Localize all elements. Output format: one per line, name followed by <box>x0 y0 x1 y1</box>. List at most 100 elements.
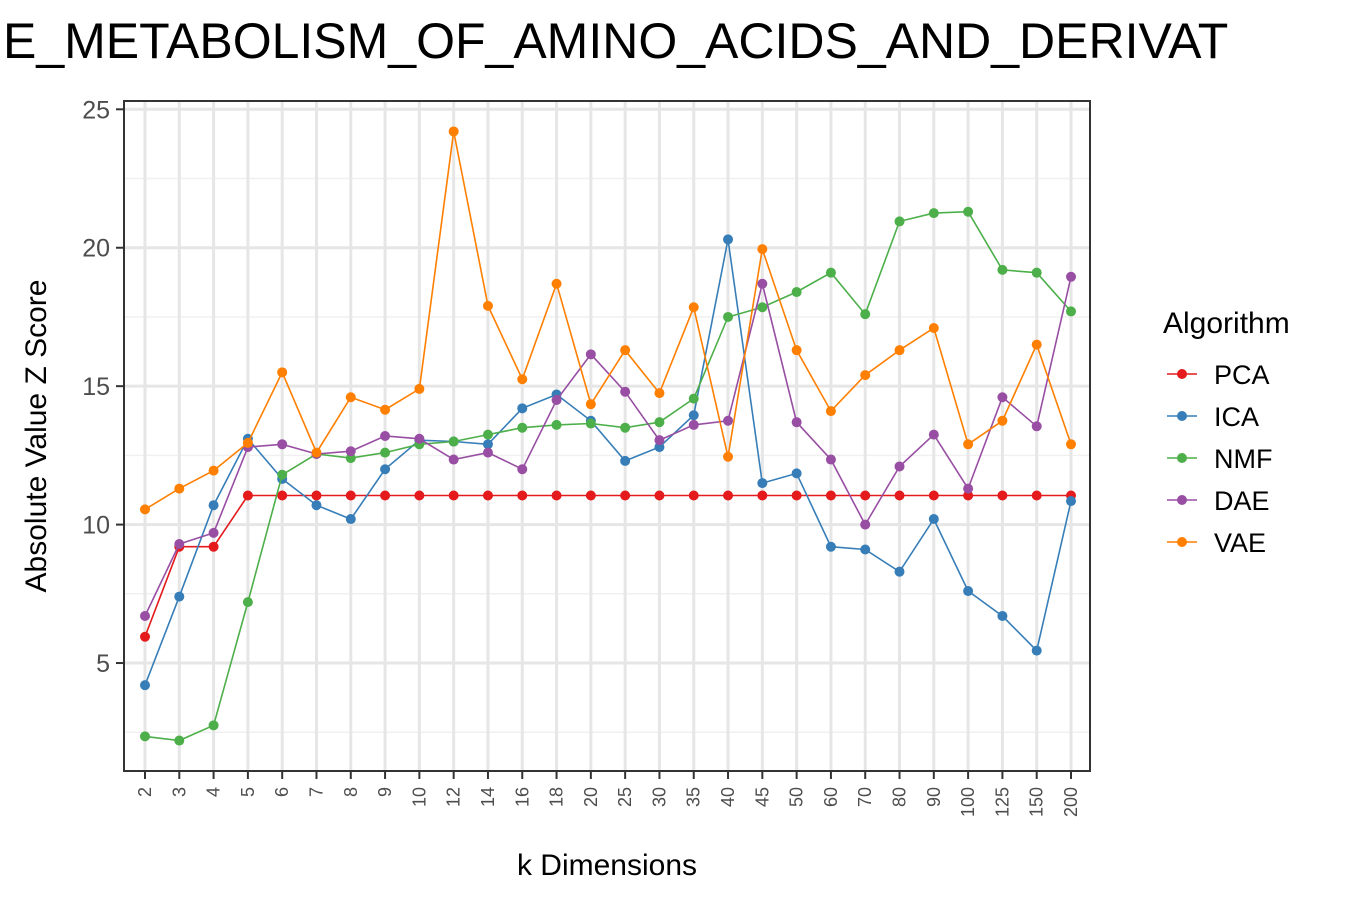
data-point-nmf <box>242 597 253 608</box>
data-point-dae <box>414 433 425 444</box>
x-tick-label: 3 <box>169 787 189 797</box>
data-point-ica <box>723 234 734 245</box>
legend-item-dae: DAE <box>1167 486 1270 516</box>
data-point-vae <box>688 302 699 313</box>
legend-title: Algorithm <box>1163 307 1290 340</box>
data-point-dae <box>928 429 939 440</box>
data-point-vae <box>517 374 528 385</box>
data-point-dae <box>620 386 631 397</box>
data-point-ica <box>208 500 219 511</box>
series-dae <box>140 271 1076 621</box>
data-point-pca <box>825 490 836 501</box>
y-tick-label: 10 <box>82 512 110 540</box>
x-tick-label: 9 <box>375 787 395 797</box>
x-tick-label: 60 <box>821 787 841 807</box>
data-point-vae <box>723 451 734 462</box>
data-point-pca <box>654 490 665 501</box>
data-point-nmf <box>620 422 631 433</box>
data-point-dae <box>140 610 150 621</box>
data-point-ica <box>791 468 802 479</box>
series-line-vae <box>144 131 1072 511</box>
data-point-dae <box>860 519 871 530</box>
data-point-vae <box>757 244 768 255</box>
x-tick-label: 25 <box>615 787 635 807</box>
data-point-pca <box>928 490 939 501</box>
data-point-vae <box>585 399 596 410</box>
data-point-pca <box>517 490 528 501</box>
x-tick-label: 35 <box>684 787 704 807</box>
data-point-ica <box>997 610 1008 621</box>
legend-marker <box>1177 411 1187 421</box>
data-point-dae <box>208 527 219 538</box>
data-point-pca <box>688 490 699 501</box>
data-point-dae <box>517 464 528 475</box>
x-tick-label: 8 <box>341 787 361 797</box>
data-point-dae <box>688 419 699 430</box>
legend: Algorithm PCA ICA NMF DAE VAE <box>1163 307 1290 558</box>
legend-marker <box>1177 453 1187 463</box>
data-point-pca <box>860 490 871 501</box>
data-point-pca <box>997 490 1008 501</box>
x-tick-label: 10 <box>409 787 429 807</box>
data-point-vae <box>791 345 802 356</box>
panel-border <box>123 100 1091 772</box>
data-point-nmf <box>791 287 802 298</box>
x-axis-label: k Dimensions <box>517 849 697 882</box>
data-point-pca <box>894 490 905 501</box>
x-tick-label: 14 <box>478 787 498 807</box>
data-point-dae <box>448 454 459 465</box>
data-point-dae <box>654 435 665 446</box>
x-tick-label: 12 <box>444 787 464 807</box>
data-point-ica <box>860 544 871 555</box>
x-tick-label: 80 <box>890 787 910 807</box>
legend-label: NMF <box>1214 444 1272 474</box>
data-point-nmf <box>345 453 356 464</box>
x-tick-label: 150 <box>1027 787 1047 817</box>
data-point-vae <box>551 278 562 289</box>
series-ica <box>140 234 1076 691</box>
data-point-ica <box>345 514 356 525</box>
data-point-ica <box>517 403 528 414</box>
data-point-vae <box>448 126 459 137</box>
data-point-dae <box>825 454 836 465</box>
data-point-dae <box>345 446 356 457</box>
data-point-dae <box>380 431 391 441</box>
data-point-vae <box>825 406 836 417</box>
data-point-nmf <box>894 216 905 227</box>
data-point-ica <box>963 586 974 597</box>
data-point-nmf <box>1066 306 1076 317</box>
data-point-pca <box>242 490 253 501</box>
y-tick-label: 20 <box>82 235 110 263</box>
x-tick-label: 40 <box>718 787 738 807</box>
legend-label: DAE <box>1214 486 1270 516</box>
data-point-pca <box>277 490 288 501</box>
series-line-pca <box>144 494 1071 637</box>
series-line-nmf <box>144 210 1072 742</box>
data-point-dae <box>894 461 905 472</box>
data-point-ica <box>654 442 665 453</box>
legend-label: ICA <box>1214 402 1259 432</box>
data-point-nmf <box>1031 267 1042 278</box>
x-tick-label: 4 <box>204 787 224 797</box>
x-tick-label: 6 <box>272 787 292 797</box>
data-point-pca <box>620 490 631 501</box>
data-point-pca <box>585 490 596 501</box>
series-vae <box>140 126 1076 515</box>
series-pca <box>140 490 1076 642</box>
data-point-pca <box>1031 490 1042 501</box>
data-point-dae <box>482 447 493 458</box>
data-point-dae <box>791 417 802 428</box>
x-tick-label: 45 <box>752 787 772 807</box>
data-point-pca <box>482 490 493 501</box>
data-point-ica <box>928 514 939 525</box>
legend-item-nmf: NMF <box>1167 444 1272 474</box>
legend-marker <box>1177 369 1187 379</box>
data-point-ica <box>380 464 391 475</box>
data-point-nmf <box>723 311 734 322</box>
data-point-vae <box>277 367 288 378</box>
legend-label: PCA <box>1214 360 1270 390</box>
data-point-pca <box>963 490 974 501</box>
data-point-ica <box>1066 496 1076 507</box>
data-point-vae <box>997 415 1008 426</box>
